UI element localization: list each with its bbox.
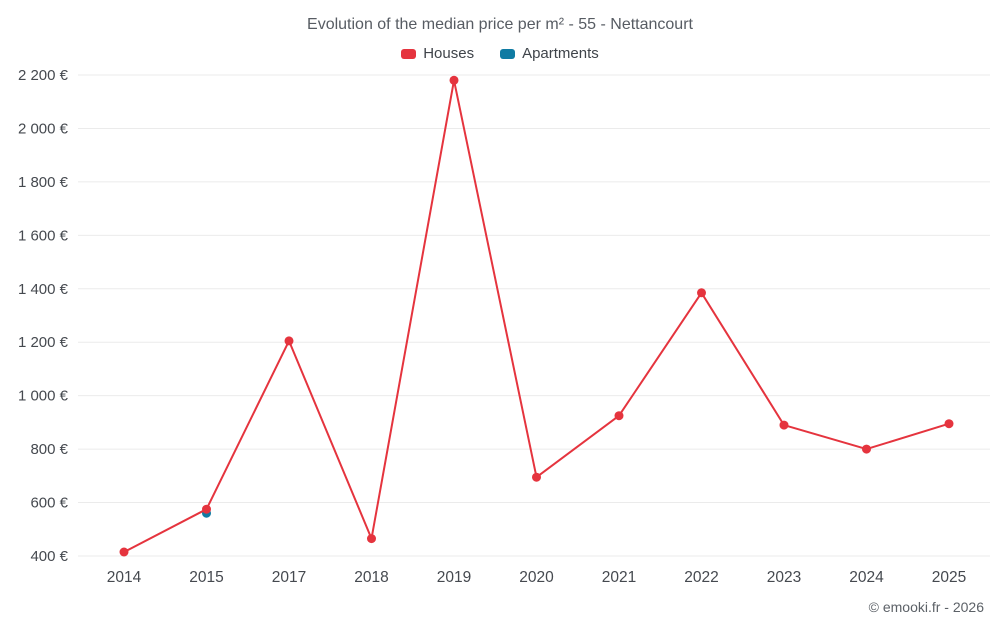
y-axis-tick-label: 1 200 € — [18, 334, 69, 351]
x-axis-tick-label: 2017 — [272, 569, 306, 586]
y-axis-tick-label: 1 600 € — [18, 227, 69, 244]
x-axis-tick-label: 2019 — [437, 569, 471, 586]
x-axis-tick-label: 2014 — [107, 569, 142, 586]
data-point-houses[interactable] — [614, 411, 624, 421]
y-axis-tick-label: 1 800 € — [18, 174, 69, 191]
data-point-houses[interactable] — [449, 75, 459, 85]
y-axis-tick-label: 1 000 € — [18, 388, 69, 405]
legend-label-houses: Houses — [423, 45, 475, 62]
x-axis-tick-label: 2022 — [684, 569, 718, 586]
x-axis-tick-label: 2020 — [519, 569, 554, 586]
y-axis-tick-label: 2 200 € — [18, 67, 69, 84]
data-point-houses[interactable] — [284, 336, 294, 346]
data-point-houses[interactable] — [202, 504, 211, 514]
houses-swatch-icon — [401, 48, 417, 59]
y-axis-tick-label: 1 400 € — [18, 281, 69, 298]
chart-title: Evolution of the median price per m² - 5… — [307, 16, 693, 33]
x-axis-tick-label: 2018 — [354, 569, 388, 586]
data-point-houses[interactable] — [697, 288, 706, 298]
data-point-houses[interactable] — [944, 419, 954, 429]
legend: Houses Apartments — [0, 45, 1000, 62]
y-axis-tick-label: 2 000 € — [18, 120, 69, 137]
y-axis-tick-label: 600 € — [30, 495, 68, 512]
data-point-houses[interactable] — [119, 547, 129, 557]
x-axis-tick-label: 2021 — [602, 569, 636, 586]
legend-label-apartments: Apartments — [522, 45, 599, 62]
y-axis-tick-label: 800 € — [30, 441, 68, 458]
x-axis-tick-label: 2024 — [849, 569, 884, 586]
legend-item-apartments[interactable]: Apartments — [500, 45, 599, 62]
data-point-houses[interactable] — [532, 472, 541, 482]
x-axis-tick-label: 2025 — [932, 569, 966, 586]
y-axis-tick-label: 400 € — [30, 548, 68, 565]
apartments-swatch-icon — [500, 48, 516, 59]
data-point-houses[interactable] — [367, 534, 376, 544]
data-point-houses[interactable] — [862, 444, 871, 454]
attribution: © emooki.fr - 2026 — [868, 599, 984, 615]
x-axis-tick-label: 2015 — [189, 569, 223, 586]
legend-item-houses[interactable]: Houses — [401, 45, 474, 62]
x-axis-tick-label: 2023 — [767, 569, 801, 586]
data-point-houses[interactable] — [779, 420, 789, 430]
